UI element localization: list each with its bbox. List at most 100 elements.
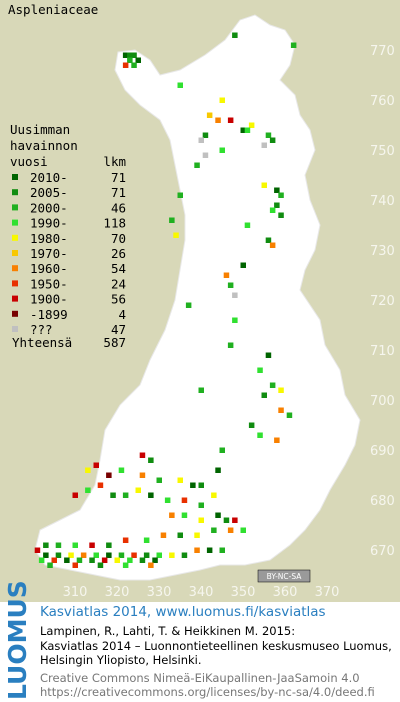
occurrence-square: [101, 557, 108, 563]
occurrence-square: [47, 562, 53, 568]
legend-count: 47: [111, 322, 126, 337]
occurrence-square: [198, 137, 204, 143]
legend-heading: Uusimman: [10, 122, 70, 137]
legend-label: 1960-: [30, 261, 68, 276]
occurrence-square: [185, 302, 192, 308]
occurrence-square: [244, 222, 251, 228]
occurrence-square: [93, 462, 99, 468]
occurrence-square: [169, 512, 175, 518]
occurrence-square: [290, 42, 297, 48]
legend-count: 56: [111, 292, 126, 307]
y-tick-label: 760: [370, 94, 395, 109]
occurrence-square: [164, 497, 171, 503]
legend-count: 118: [103, 216, 126, 231]
occurrence-square: [278, 407, 284, 413]
legend-swatch: [12, 310, 18, 317]
occurrence-square: [198, 517, 204, 523]
occurrence-square: [194, 547, 200, 553]
legend-label: -1899: [30, 307, 68, 322]
occurrence-square: [240, 127, 246, 133]
occurrence-square: [76, 557, 83, 563]
y-tick-label: 680: [370, 494, 395, 509]
occurrence-square: [181, 552, 188, 558]
occurrence-square: [148, 457, 154, 463]
occurrence-square: [89, 542, 95, 548]
occurrence-square: [269, 207, 276, 213]
occurrence-square: [194, 162, 200, 168]
occurrence-square: [232, 292, 238, 298]
occurrence-square: [106, 542, 112, 548]
occurrence-square: [244, 127, 251, 133]
map-title: Aspleniaceae: [8, 2, 98, 17]
occurrence-square: [139, 472, 146, 478]
x-tick-label: 320: [105, 585, 130, 600]
occurrence-square: [80, 552, 87, 558]
occurrence-square: [72, 492, 78, 498]
y-tick-label: 720: [370, 294, 395, 309]
occurrence-square: [55, 542, 62, 548]
occurrence-square: [248, 422, 255, 428]
x-tick-label: 330: [147, 585, 172, 600]
legend-heading: havainnon: [10, 138, 78, 153]
occurrence-square: [143, 552, 150, 558]
occurrence-square: [72, 542, 78, 548]
legend-count: 46: [111, 200, 126, 215]
occurrence-square: [278, 192, 284, 198]
legend-swatch: [12, 189, 18, 196]
occurrence-square: [34, 547, 41, 553]
occurrence-square: [38, 557, 45, 563]
legend-swatch: [12, 204, 18, 211]
legend-label: 2000-: [30, 200, 68, 215]
occurrence-square: [106, 552, 112, 558]
legend-count: 71: [111, 185, 126, 200]
occurrence-square: [85, 467, 91, 473]
legend-swatch: [12, 174, 18, 180]
citation-line: Lampinen, R., Lahti, T. & Heikkinen M. 2…: [40, 624, 295, 638]
occurrence-square: [131, 52, 137, 58]
occurrence-square: [261, 392, 267, 398]
y-tick-label: 670: [370, 544, 395, 559]
occurrence-square: [68, 552, 74, 558]
occurrence-square: [232, 32, 238, 38]
legend-count: 24: [111, 276, 126, 291]
occurrence-square: [135, 487, 141, 493]
license-line[interactable]: https://creativecommons.org/licenses/by-…: [40, 685, 375, 699]
occurrence-square: [278, 387, 284, 393]
legend-label: 1900-: [30, 292, 68, 307]
occurrence-square: [198, 502, 204, 508]
atlas-link[interactable]: Kasviatlas 2014, www.luomus.fi/kasviatla…: [40, 604, 326, 620]
x-tick-label: 310: [63, 585, 88, 600]
occurrence-square: [240, 262, 246, 268]
legend-heading: vuosi: [10, 154, 48, 169]
occurrence-square: [131, 62, 137, 68]
occurrence-square: [152, 557, 158, 563]
y-tick-label: 730: [370, 244, 395, 259]
occurrence-square: [206, 112, 213, 118]
occurrence-square: [232, 517, 238, 523]
occurrence-square: [127, 557, 133, 563]
occurrence-square: [198, 482, 204, 488]
occurrence-square: [257, 367, 263, 373]
y-tick-label: 710: [370, 344, 395, 359]
occurrence-square: [223, 272, 230, 278]
legend-label: 2005-: [30, 185, 68, 200]
occurrence-square: [122, 492, 129, 498]
occurrence-square: [118, 467, 125, 473]
occurrence-square: [211, 492, 217, 498]
occurrence-square: [198, 387, 204, 393]
legend-swatch: [12, 280, 18, 287]
occurrence-square: [114, 557, 120, 563]
logo: LUOMUS: [3, 580, 32, 700]
y-tick-label: 740: [370, 194, 395, 209]
legend-count: 54: [111, 261, 126, 276]
occurrence-square: [97, 562, 104, 568]
occurrence-square: [106, 472, 112, 478]
occurrence-square: [227, 342, 234, 348]
occurrence-square: [64, 557, 70, 563]
citation-line: Helsingin Yliopisto, Helsinki.: [40, 653, 202, 667]
occurrence-square: [269, 242, 276, 248]
occurrence-square: [190, 482, 196, 488]
occurrence-square: [55, 552, 62, 558]
occurrence-square: [194, 532, 200, 538]
